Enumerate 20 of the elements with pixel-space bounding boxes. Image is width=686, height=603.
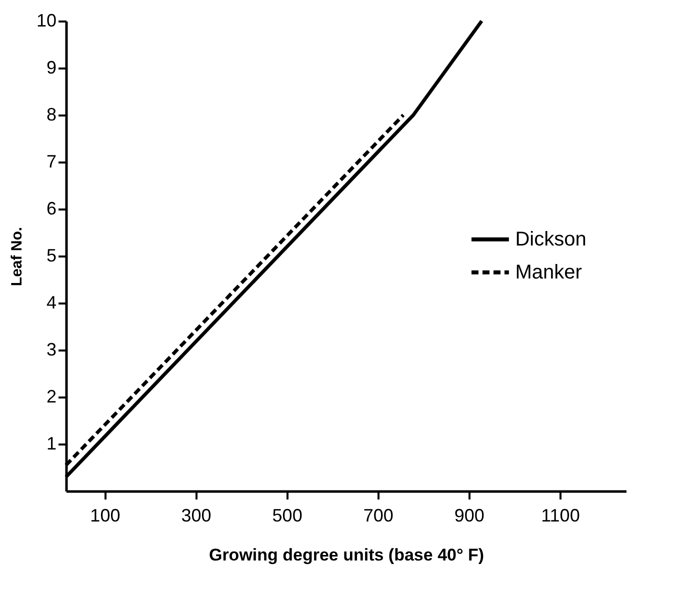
y-tick-label: 8 — [46, 104, 56, 124]
y-tick-label: 7 — [46, 152, 56, 172]
x-axis-title: Growing degree units (base 40° F) — [208, 546, 484, 564]
y-tick-label: 3 — [46, 340, 56, 360]
y-axis-title: Leaf No. — [8, 226, 26, 286]
y-tick-label: 9 — [46, 58, 56, 78]
y-tick-label: 5 — [46, 246, 56, 266]
x-tick-label: 100 — [90, 506, 120, 526]
x-tick-label: 300 — [181, 506, 212, 526]
legend-label: Dickson — [515, 228, 586, 250]
y-tick-label: 4 — [46, 292, 56, 312]
legend-label: Manker — [515, 261, 582, 284]
x-tick-label: 900 — [454, 506, 484, 526]
x-tick-label: 500 — [272, 506, 302, 526]
y-tick-label: 2 — [46, 386, 56, 406]
y-tick-label: 6 — [46, 198, 56, 218]
y-tick-label: 1 — [46, 434, 56, 454]
x-tick-label: 700 — [363, 506, 394, 526]
y-tick-label: 10 — [36, 10, 56, 30]
x-tick-label: 1100 — [541, 506, 580, 526]
